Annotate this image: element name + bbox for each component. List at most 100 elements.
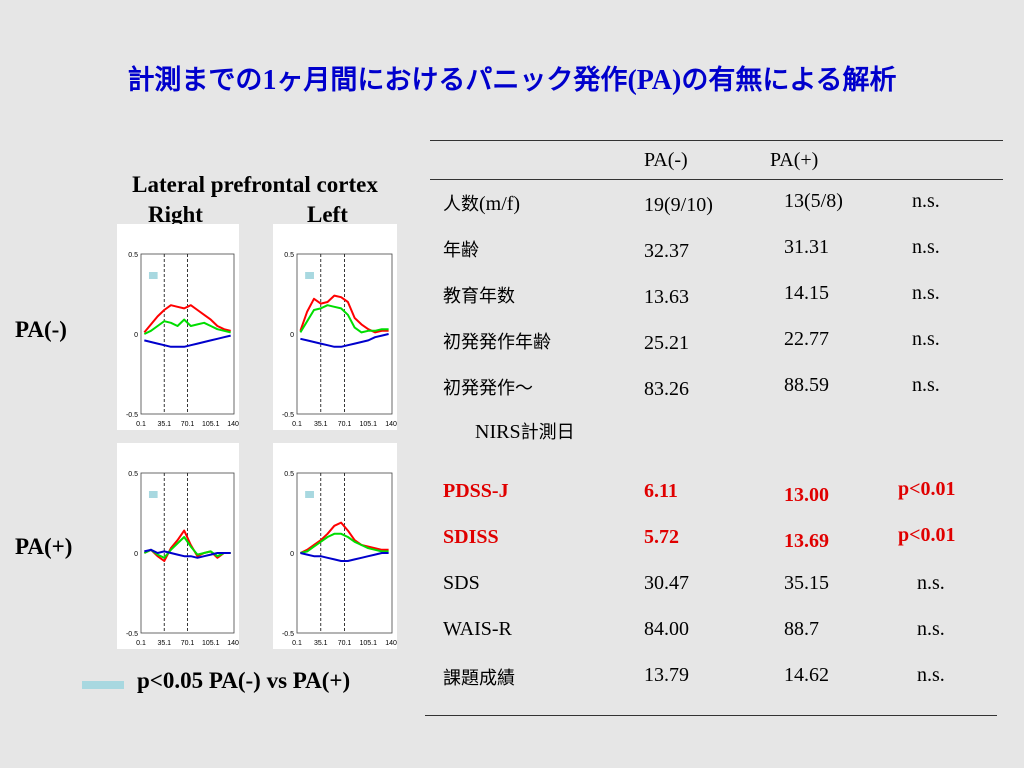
row-label-pa-neg: PA(-) [15, 317, 67, 342]
row-label-text: SDISS [443, 526, 499, 548]
row-label: 初発発作〜 [443, 374, 533, 400]
total-hb-line [300, 532, 389, 554]
x-tick-label: 105.1 [359, 640, 377, 647]
p-value: p<0.01 [898, 478, 956, 500]
row-label-text: SDS [443, 572, 480, 594]
row-label-text: PDSS-J [443, 480, 509, 502]
row-label: 年齢 [443, 236, 479, 262]
y-tick-label: 0.5 [128, 252, 138, 259]
x-tick-label: 70.1 [181, 640, 195, 647]
title-part2: 1 [262, 65, 277, 96]
value-pa-pos: 88.7 [784, 618, 819, 640]
table-top-rule [430, 140, 1003, 141]
deoxy-hb-line [300, 333, 389, 348]
oxy-hb-line [299, 294, 389, 334]
title-part5: の有無による解析 [681, 65, 897, 96]
total-hb-line [143, 318, 231, 335]
value-pa-neg: 13.79 [644, 664, 689, 686]
p-value: n.s. [917, 618, 945, 640]
chart-panel-pa-neg-left: 0.5 0 -0.5 0.1 35.1 70.1 105.1 140. [273, 224, 399, 430]
value-pa-neg: 32.37 [644, 240, 689, 262]
row-label-line2-latin: NIRS [475, 421, 521, 443]
x-tick-label: 0.1 [292, 640, 302, 647]
chart-svg: 0.5 0 -0.5 0.1 35.1 70.1 105.1 140. [126, 471, 241, 647]
value-pa-pos: 14.15 [784, 282, 829, 304]
row-label: 人数(m/f) [443, 190, 520, 216]
p-value: n.s. [917, 664, 945, 686]
row-label-text: WAIS-R [443, 618, 512, 640]
header-pa-neg: PA(-) [644, 149, 688, 171]
total-hb-line [299, 304, 389, 334]
value-pa-neg: 13.63 [644, 286, 689, 308]
value-pa-neg: 84.00 [644, 618, 689, 640]
table-header-rule [430, 179, 1003, 180]
row-label-line2: NIRS計測日 [475, 418, 575, 444]
value-pa-neg: 6.11 [644, 480, 678, 502]
value-pa-pos: 13.00 [784, 484, 829, 506]
row-label: PDSS-J [443, 480, 509, 503]
x-tick-label: 140. [385, 640, 397, 647]
row-label: 初発発作年齢 [443, 328, 551, 354]
value-pa-neg: 5.72 [644, 526, 679, 548]
x-tick-label: 35.1 [157, 640, 171, 647]
row-label-text: 課題成績 [443, 668, 515, 689]
x-tick-label: 140. [227, 640, 239, 647]
x-tick-label: 105.1 [202, 640, 220, 647]
value-pa-pos: 13(5/8) [784, 190, 843, 212]
x-tick-label: 105.1 [359, 421, 377, 428]
row-label: 課題成績 [443, 664, 515, 690]
oxy-hb-line [143, 304, 231, 334]
p-value: n.s. [912, 282, 940, 304]
x-tick-label: 35.1 [314, 640, 328, 647]
row-label: WAIS-R [443, 618, 512, 641]
x-tick-label: 0.1 [136, 421, 146, 428]
x-tick-label: 70.1 [338, 640, 352, 647]
p-value: p<0.01 [898, 524, 956, 546]
y-tick-label: -0.5 [126, 412, 138, 419]
row-label-text: 初発発作年齢 [443, 332, 551, 353]
header-pa-pos: PA(+) [770, 149, 819, 171]
chart-svg: 0.5 0 -0.5 0.1 35.1 70.1 105.1 140. [282, 252, 399, 428]
oxy-hb-line [143, 529, 231, 562]
title-part4: (PA) [627, 65, 682, 96]
p-value: n.s. [912, 328, 940, 350]
x-tick-label: 70.1 [338, 421, 352, 428]
value-pa-neg: 83.26 [644, 378, 689, 400]
row-label: 教育年数 [443, 282, 515, 308]
significance-bar [305, 272, 314, 279]
value-pa-pos: 14.62 [784, 664, 829, 686]
row-label-text: 教育年数 [443, 286, 515, 307]
row-label-line2-jp: 計測日 [520, 422, 575, 443]
p-value: n.s. [912, 190, 940, 212]
x-tick-label: 35.1 [157, 421, 171, 428]
row-label-text: 年齢 [443, 240, 479, 261]
title-part3: ヶ月間におけるパニック発作 [276, 65, 628, 96]
significance-legend-label: p<0.05 PA(-) vs PA(+) [137, 668, 351, 693]
comparison-table: PA(-) PA(+) 人数(m/f) 19(9/10) 13(5/8) n.s. 年齢… [425, 140, 1005, 720]
deoxy-hb-line [144, 334, 231, 348]
row-label-text: 初発発作〜 [443, 378, 533, 399]
value-pa-neg: 25.21 [644, 332, 689, 354]
deoxy-hb-line [144, 548, 231, 559]
value-pa-pos: 35.15 [784, 572, 829, 594]
p-value: n.s. [912, 236, 940, 258]
y-tick-label: -0.5 [126, 631, 138, 638]
row-label: SDS [443, 572, 480, 595]
oxy-hb-line [299, 521, 389, 554]
x-tick-label: 70.1 [181, 421, 195, 428]
y-tick-label: 0 [134, 551, 138, 558]
x-tick-label: 0.1 [136, 640, 146, 647]
y-tick-label: 0.5 [284, 471, 294, 478]
chart-panel-pa-pos-right: 0.5 0 -0.5 0.1 35.1 70.1 105.1 140. [117, 443, 241, 649]
hemisphere-left-label: Left [307, 202, 348, 227]
y-tick-label: 0.5 [284, 252, 294, 259]
region-label: Lateral prefrontal cortex [132, 172, 378, 197]
row-label-text: 人数 [443, 194, 479, 215]
x-tick-label: 105.1 [202, 421, 220, 428]
slide-title: 計測までの1ヶ月間におけるパニック発作(PA)の有無による解析 [0, 58, 1024, 97]
chart-panel-pa-neg-right: 0.5 0 -0.5 0.1 35.1 70.1 105.1 140. [117, 224, 241, 430]
significance-bar [305, 491, 314, 498]
x-tick-label: 140. [227, 421, 239, 428]
y-tick-label: -0.5 [282, 631, 294, 638]
p-value: n.s. [917, 572, 945, 594]
